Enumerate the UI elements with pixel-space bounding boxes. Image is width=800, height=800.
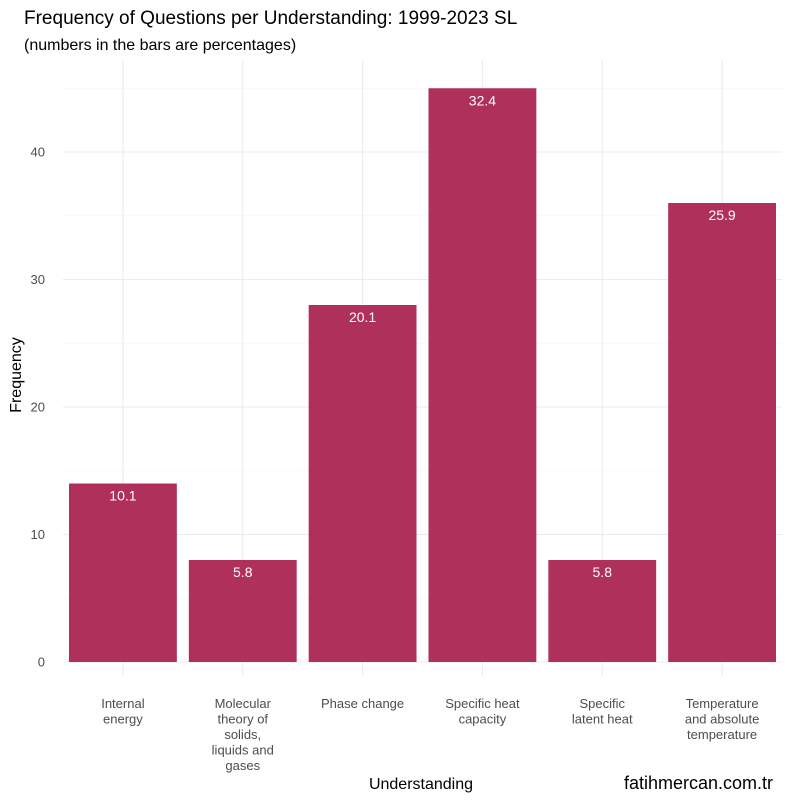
bar-value-label: 32.4 xyxy=(469,92,496,108)
bar xyxy=(68,483,177,662)
y-tick-label: 40 xyxy=(31,145,45,160)
x-tick-label: Phase change xyxy=(321,696,404,711)
bar xyxy=(428,88,537,662)
bar-value-label: 10.1 xyxy=(109,488,136,504)
bar-value-label: 5.8 xyxy=(593,564,613,580)
axis-ticks: 0 10 20 30 40 Internal energy Molecular theory o… xyxy=(31,145,760,774)
bars: 10.1 5.8 20.1 32.4 5.8 25.9 xyxy=(68,88,777,662)
caption: fatihmercan.com.tr xyxy=(624,773,773,793)
x-tick-label: Specific heat capacity xyxy=(445,696,520,727)
bar xyxy=(308,305,417,662)
x-tick-label: Molecular theory of solids, liquids and gase… xyxy=(212,696,274,773)
y-tick-label: 0 xyxy=(38,655,45,670)
chart-subtitle: (numbers in the bars are percentages) xyxy=(24,37,296,54)
y-tick-label: 10 xyxy=(31,527,45,542)
y-axis-title: Frequency xyxy=(8,337,25,413)
x-tick-label: Internal energy xyxy=(101,696,144,727)
bar-value-label: 25.9 xyxy=(708,207,735,223)
y-tick-label: 30 xyxy=(31,272,45,287)
bar xyxy=(188,560,297,662)
bar xyxy=(548,560,657,662)
chart-title: Frequency of Questions per Understanding… xyxy=(24,8,517,29)
bar-value-label: 20.1 xyxy=(349,309,376,325)
y-tick-label: 20 xyxy=(31,400,45,415)
x-axis-title: Understanding xyxy=(369,776,473,793)
x-tick-label: Specific latent heat xyxy=(572,696,633,727)
bar-value-label: 5.8 xyxy=(233,564,253,580)
bar xyxy=(668,203,777,662)
x-tick-label: Temperature and absolute temperature xyxy=(685,696,759,742)
